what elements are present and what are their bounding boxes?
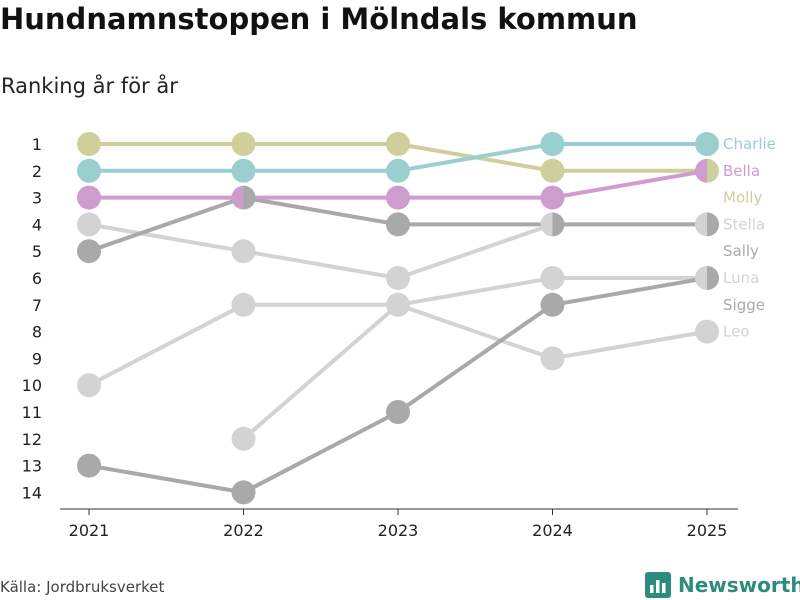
data-point-sigge (77, 453, 101, 478)
series-points (77, 132, 719, 505)
y-tick-label: 10 (22, 376, 42, 395)
y-tick-label: 11 (22, 403, 42, 422)
data-point-stella (386, 266, 410, 290)
data-point-stella (77, 212, 101, 237)
data-point-sigge (540, 292, 565, 317)
y-tick-label: 2 (32, 162, 42, 181)
series-label-bella: Bella (723, 162, 760, 180)
data-point-charlie (77, 158, 101, 183)
y-tick-label: 13 (22, 457, 42, 476)
series-labels: Charlie Bella Molly Stella Sally Luna Sigge Leo (723, 135, 776, 341)
series-label-molly: Molly (723, 189, 762, 207)
y-tick-label: 5 (32, 242, 42, 261)
series-label-leo: Leo (723, 323, 750, 341)
x-tick-label: 2024 (532, 521, 573, 540)
data-point-leo (695, 319, 719, 344)
data-point-sally (243, 185, 256, 210)
data-point-molly (540, 158, 565, 183)
series-label-charlie: Charlie (723, 135, 776, 153)
data-point-luna (386, 292, 398, 317)
data-point-sigge (707, 266, 719, 290)
data-point-charlie (540, 132, 565, 156)
brand-name: Newsworthy (678, 573, 800, 597)
data-point-stella (231, 239, 256, 264)
data-point-stella (695, 212, 707, 237)
data-point-bella (695, 158, 707, 183)
y-tick-label: 9 (32, 349, 42, 368)
data-point-bella (77, 185, 101, 210)
data-point-charlie (695, 132, 719, 156)
x-tick-label: 2022 (223, 521, 264, 540)
chart-title: Hundnamnstoppen i Mölndals kommun (0, 2, 638, 36)
data-point-sally (77, 239, 101, 264)
series-label-sigge: Sigge (723, 296, 765, 314)
y-tick-label: 12 (22, 430, 42, 449)
data-point-molly (707, 158, 719, 183)
chart-subtitle: Ranking år för år (1, 74, 178, 98)
data-point-leo (398, 292, 410, 317)
data-point-luna (77, 373, 101, 398)
data-point-sally (552, 212, 565, 237)
x-tick-label: 2023 (378, 521, 419, 540)
series-label-stella: Stella (723, 215, 765, 233)
data-point-sally (707, 212, 719, 237)
data-point-charlie (386, 158, 410, 183)
y-tick-label: 14 (22, 483, 42, 502)
data-point-luna (695, 266, 707, 290)
data-point-charlie (231, 158, 256, 183)
data-point-molly (386, 132, 410, 156)
bar-chart-icon (645, 572, 671, 598)
data-point-stella (540, 212, 553, 237)
y-tick-label: 1 (32, 135, 42, 154)
data-point-luna (231, 292, 256, 317)
y-tick-label: 6 (32, 269, 42, 288)
data-point-molly (231, 132, 256, 156)
data-point-luna (540, 266, 565, 290)
data-point-molly (77, 132, 101, 156)
source-note: Källa: Jordbruksverket (0, 578, 165, 596)
data-point-bella (540, 185, 565, 210)
brand-logo: Newsworthy (645, 571, 800, 599)
x-tick-label: 2025 (687, 521, 728, 540)
data-point-bella (231, 185, 244, 210)
x-tick-label: 2021 (69, 521, 110, 540)
y-tick-label: 7 (32, 296, 42, 315)
series-label-sally: Sally (723, 242, 759, 260)
data-point-sally (386, 212, 410, 237)
data-point-leo (540, 346, 565, 371)
y-tick-label: 8 (32, 323, 42, 342)
y-tick-label: 4 (32, 215, 42, 234)
series-line-leo (241, 302, 709, 441)
series-label-luna: Luna (723, 269, 759, 287)
x-axis: 2021 2022 2023 2024 2025 (60, 508, 738, 540)
data-point-sigge (386, 400, 410, 424)
y-tick-label: 3 (32, 189, 42, 208)
data-point-bella (386, 185, 410, 210)
data-point-sigge (231, 480, 256, 505)
data-point-leo (231, 426, 256, 451)
